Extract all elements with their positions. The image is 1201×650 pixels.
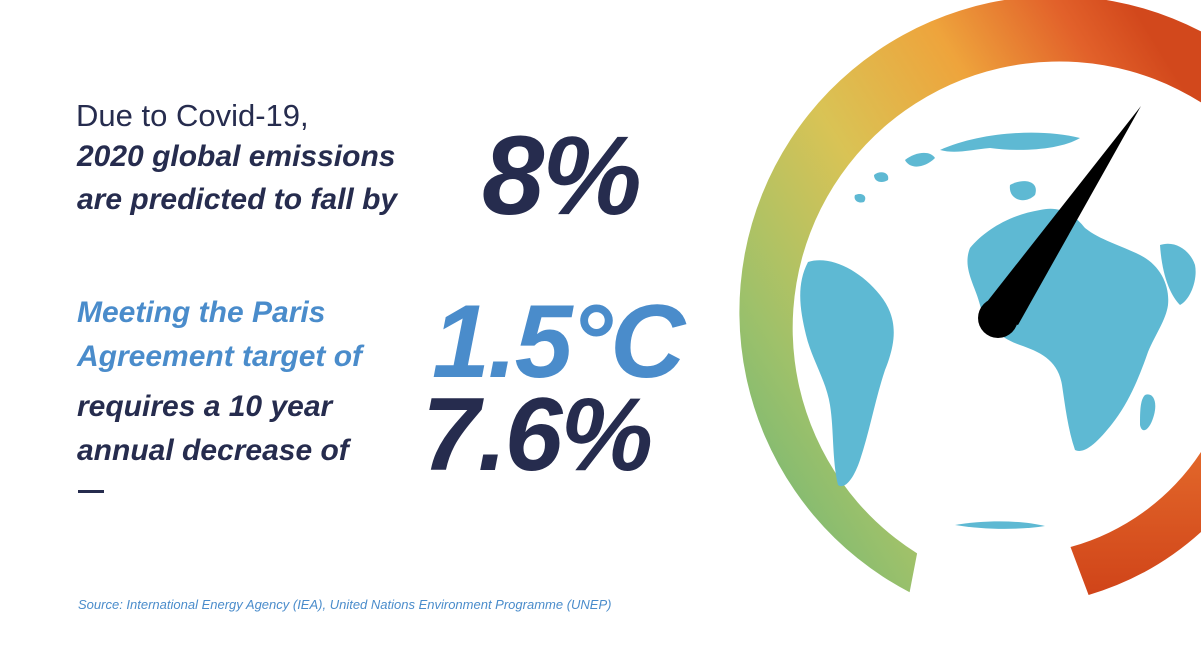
gauge-arc-red-segment [1070,452,1201,595]
divider-dash [78,490,104,493]
emissions-line-1: 2020 global emissions [77,140,396,173]
annual-decrease-figure: 7.6% [422,377,653,493]
paris-target-figure: 1.5°C [432,284,685,400]
source-note: Source: International Energy Agency (IEA… [78,597,612,612]
emissions-line-2: are predicted to fall by [77,183,398,216]
decrease-line-2: annual decrease of [77,434,349,467]
paris-line-1: Meeting the Paris [77,296,326,329]
gauge-arc [739,0,1201,593]
decrease-line-1: requires a 10 year [77,390,333,423]
emissions-fall-figure: 8% [482,113,642,238]
gauge-needle-icon [978,106,1141,338]
paris-line-2: Agreement target of [77,340,363,373]
intro-text: Due to Covid-19, [76,98,309,133]
